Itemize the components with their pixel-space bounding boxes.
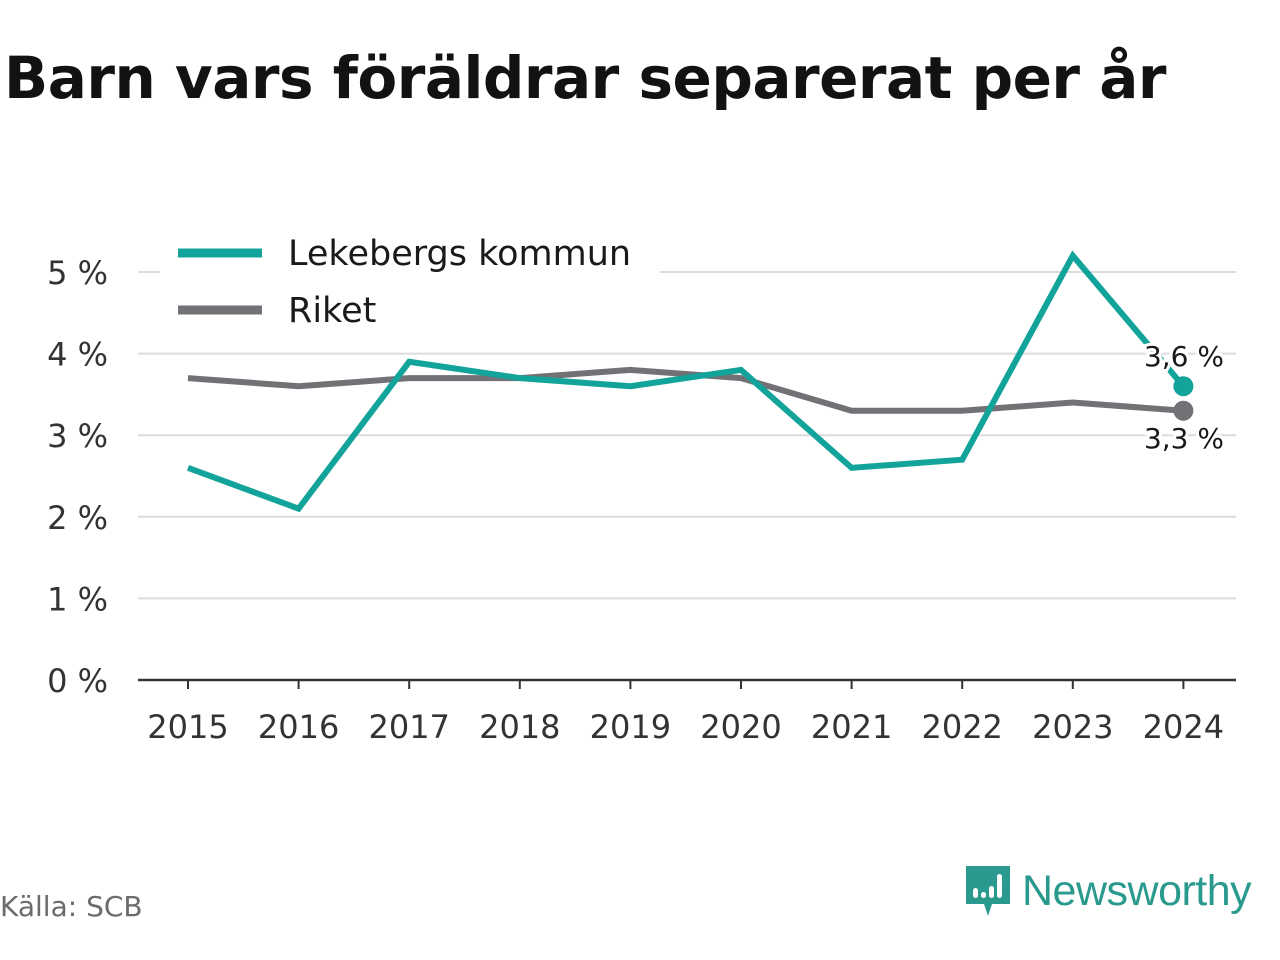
end-label-lekeberg: 3,6 % bbox=[1144, 340, 1224, 373]
newsworthy-logo-icon bbox=[966, 866, 1010, 916]
chart-title: Barn vars föräldrar separerat per år bbox=[4, 44, 1166, 112]
x-tick-label: 2018 bbox=[479, 708, 560, 746]
x-tick-label: 2016 bbox=[258, 708, 339, 746]
y-tick-label: 2 % bbox=[47, 499, 108, 537]
x-tick-label: 2020 bbox=[700, 708, 781, 746]
legend-label: Riket bbox=[288, 291, 376, 331]
x-tick-label: 2022 bbox=[921, 708, 1002, 746]
brand-logo: Newsworthy bbox=[962, 862, 1252, 920]
end-label-riket: 3,3 % bbox=[1144, 422, 1224, 455]
series-line bbox=[187, 366, 1184, 414]
legend-background bbox=[160, 226, 660, 346]
y-tick-label: 3 % bbox=[47, 417, 108, 455]
x-tick-label: 2024 bbox=[1143, 708, 1224, 746]
series-line bbox=[186, 250, 1186, 513]
end-point-lekeberg bbox=[1173, 376, 1194, 397]
y-tick-label: 0 % bbox=[47, 662, 108, 700]
source-label: Källa: SCB bbox=[0, 890, 143, 923]
x-tick-label: 2019 bbox=[590, 708, 671, 746]
x-tick-label: 2015 bbox=[147, 708, 228, 746]
brand-name: Newsworthy bbox=[1022, 866, 1252, 915]
x-tick-label: 2023 bbox=[1032, 708, 1113, 746]
y-tick-label: 1 % bbox=[47, 580, 108, 618]
x-tick-label: 2017 bbox=[368, 708, 449, 746]
x-tick-label: 2021 bbox=[811, 708, 892, 746]
y-tick-label: 4 % bbox=[47, 336, 108, 374]
legend-label: Lekebergs kommun bbox=[288, 234, 631, 274]
end-point-riket bbox=[1173, 400, 1194, 421]
y-tick-label: 5 % bbox=[47, 254, 108, 292]
